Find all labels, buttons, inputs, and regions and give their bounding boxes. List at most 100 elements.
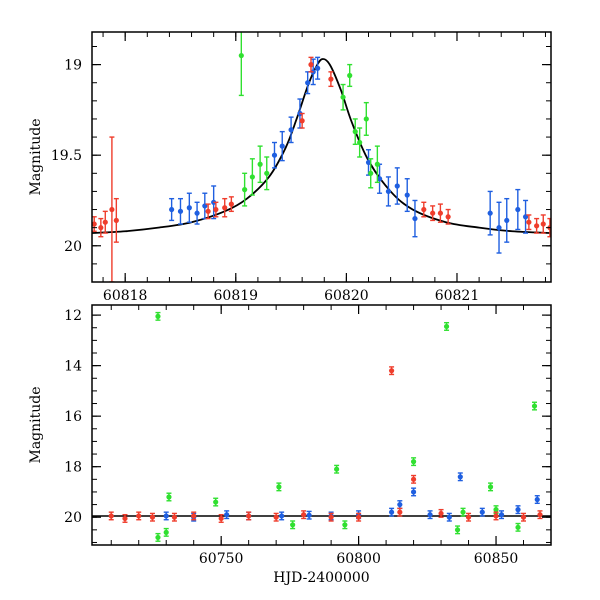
data-point [376,163,383,194]
data-point [194,201,200,225]
x-tick-label: 60819 [214,288,259,304]
data-point [388,507,395,517]
data-point [205,203,211,220]
data-point [522,199,529,234]
data-point [479,507,485,517]
data-point [177,197,184,225]
data-point [365,149,372,176]
data-point [457,472,463,482]
data-point [526,214,532,231]
plot-area [92,311,551,542]
data-point [357,127,363,158]
data-point [356,512,362,522]
data-point [334,464,340,474]
x-tick-label: 60800 [336,551,381,567]
data-point [163,511,169,521]
series-1 [155,311,538,542]
data-point [410,474,417,484]
data-point [385,176,392,207]
data-point [213,497,219,507]
data-point [290,520,296,530]
y-tick-label: 20 [64,239,82,255]
model-curve [92,58,551,234]
data-point [305,71,311,95]
data-point [155,532,161,542]
y-tick-label: 19.5 [51,148,82,164]
y-tick-label: 19 [64,58,82,74]
data-point [445,208,451,225]
data-point [328,71,334,88]
data-point [340,83,346,111]
data-point [397,500,403,510]
x-tick-label: 60850 [474,551,519,567]
data-point [363,101,369,136]
series-0 [163,472,540,522]
data-point [496,201,502,254]
data-point [122,513,128,523]
data-point [301,510,307,520]
data-point [213,201,219,218]
series-2 [108,366,543,523]
data-point [102,210,108,234]
data-point [308,56,314,73]
data-point [163,527,169,537]
data-point [515,188,521,231]
x-tick-label: 60821 [435,288,480,304]
data-point [279,511,285,521]
data-point [224,510,230,520]
data-point [487,482,494,492]
data-point [374,145,380,184]
data-point [228,196,234,213]
data-point [534,217,540,234]
data-point [222,197,228,218]
data-point [155,311,161,321]
data-point [306,510,312,520]
data-point [427,510,433,520]
data-point [465,512,472,522]
data-point [368,158,374,189]
data-point [534,495,540,505]
series-0 [169,56,529,254]
data-point [98,217,104,238]
data-point [410,457,417,467]
data-point [410,487,417,497]
plot-frame [91,31,552,283]
data-point [299,112,305,129]
data-point [515,505,521,515]
data-point [515,522,521,532]
data-point [242,172,248,207]
data-point [438,508,444,518]
data-point [186,192,192,223]
x-tick-label: 60750 [199,551,244,567]
x-tick-label: 60820 [324,288,369,304]
data-point [493,511,499,521]
y-tick-label: 18 [64,460,82,476]
y-axis-title: Magnitude [28,118,44,195]
data-point [352,118,358,146]
data-point [421,201,427,218]
data-point [113,197,119,243]
data-point [328,512,334,522]
y-tick-label: 16 [64,409,82,425]
data-point [191,511,197,521]
y-tick-label: 12 [64,308,82,324]
data-point [412,199,418,238]
data-point [446,512,452,522]
plot-frame [91,304,552,546]
data-point [279,130,285,162]
y-axis-title: Magnitude [28,386,44,463]
data-point [404,178,410,213]
data-point [520,512,527,522]
data-point [288,116,294,144]
data-point [218,513,224,523]
data-point [202,192,208,220]
data-point [264,156,270,191]
data-point [388,366,395,376]
data-point [504,197,510,243]
data-point [169,197,175,222]
data-point [315,56,321,80]
data-point [249,158,255,196]
data-point [394,167,400,205]
top-panel: 60818 60819 60820 60821 19 19.5 20 Magnitude [28,31,552,304]
data-point [276,482,282,492]
